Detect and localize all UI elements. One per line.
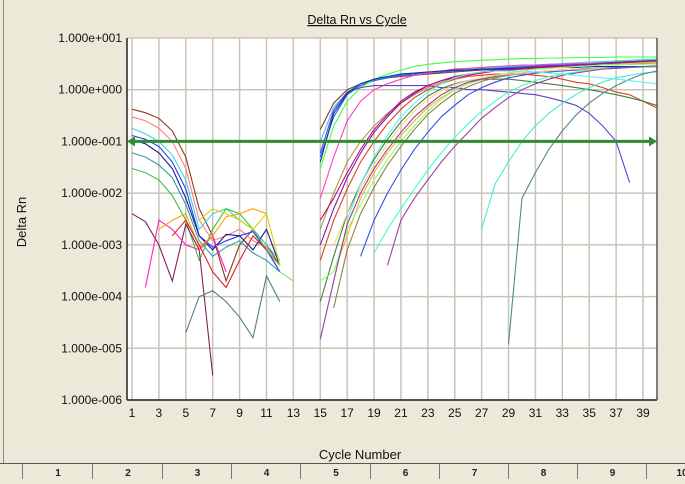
column-header[interactable]: 2 <box>92 464 163 479</box>
x-tick-label: 19 <box>367 406 381 420</box>
x-tick-label: 7 <box>209 406 216 420</box>
column-header[interactable]: 9 <box>577 464 647 479</box>
series-line <box>131 152 281 273</box>
series-line <box>319 66 657 163</box>
y-tick-label: 1.000e-002 <box>61 186 122 200</box>
table-header-row: 1 2 3 4 5 6 7 8 9 10 <box>0 463 685 479</box>
x-tick-label: 29 <box>502 406 516 420</box>
series-line <box>131 116 281 273</box>
column-header[interactable]: 1 <box>22 464 93 479</box>
series-line <box>346 70 657 221</box>
column-header[interactable]: 4 <box>231 464 301 479</box>
series-line <box>319 73 657 261</box>
x-tick-label: 5 <box>182 406 189 420</box>
y-axis-label: Delta Rn <box>14 197 29 248</box>
y-tick-label: 1.000e-006 <box>61 393 122 407</box>
x-tick-label: 9 <box>236 406 243 420</box>
column-header[interactable]: 3 <box>162 464 232 479</box>
x-axis-label: Cycle Number <box>319 447 402 462</box>
x-tick-label: 1 <box>129 406 136 420</box>
series-line <box>185 274 281 340</box>
series-line <box>171 219 267 289</box>
column-header[interactable]: 8 <box>508 464 578 479</box>
threshold-left-arrow-icon[interactable] <box>127 136 135 147</box>
series-line <box>386 65 657 266</box>
y-tick-label: 1.000e+000 <box>58 83 122 97</box>
panel-border <box>3 0 4 478</box>
x-tick-label: 11 <box>260 406 273 420</box>
column-header[interactable]: 6 <box>370 464 440 479</box>
y-tick-label: 1.000e-001 <box>61 134 122 148</box>
series-line <box>131 167 281 266</box>
x-tick-label: 17 <box>340 406 354 420</box>
series-line <box>279 271 294 282</box>
series-line <box>158 208 267 249</box>
y-tick-label: 1.000e-004 <box>61 290 122 304</box>
x-tick-label: 3 <box>156 406 163 420</box>
series-line <box>198 208 281 266</box>
series-line <box>319 63 657 282</box>
series-line <box>319 85 631 183</box>
x-tick-label: 37 <box>609 406 623 420</box>
series-line <box>333 66 657 246</box>
x-tick-label: 27 <box>475 406 489 420</box>
x-tick-label: 31 <box>529 406 543 420</box>
plot-area <box>127 38 657 400</box>
y-tick-label: 1.000e-003 <box>61 238 122 252</box>
column-header[interactable]: 7 <box>439 464 509 479</box>
x-tick-label: 25 <box>448 406 462 420</box>
column-header[interactable]: 5 <box>300 464 371 479</box>
x-tick-label: 33 <box>556 406 570 420</box>
x-tick-label: 15 <box>314 406 328 420</box>
y-tick-label: 1.000e-005 <box>61 341 122 355</box>
x-tick-label: 35 <box>583 406 597 420</box>
chart-title: Delta Rn vs Cycle <box>307 13 406 27</box>
amplification-plot: 1 3 5 7 9 11 13 15 17 19 21 23 25 27 29 31 33 35 37 391.000… <box>14 13 658 462</box>
series-line <box>481 71 657 230</box>
x-tick-label: 23 <box>421 406 435 420</box>
x-tick-label: 21 <box>394 406 408 420</box>
x-tick-label: 39 <box>636 406 650 420</box>
y-tick-label: 1.000e+001 <box>58 31 122 45</box>
column-header[interactable]: 10 <box>646 464 685 479</box>
series-line <box>507 70 657 345</box>
threshold-right-arrow-icon[interactable] <box>649 136 657 147</box>
x-tick-label: 13 <box>287 406 301 420</box>
